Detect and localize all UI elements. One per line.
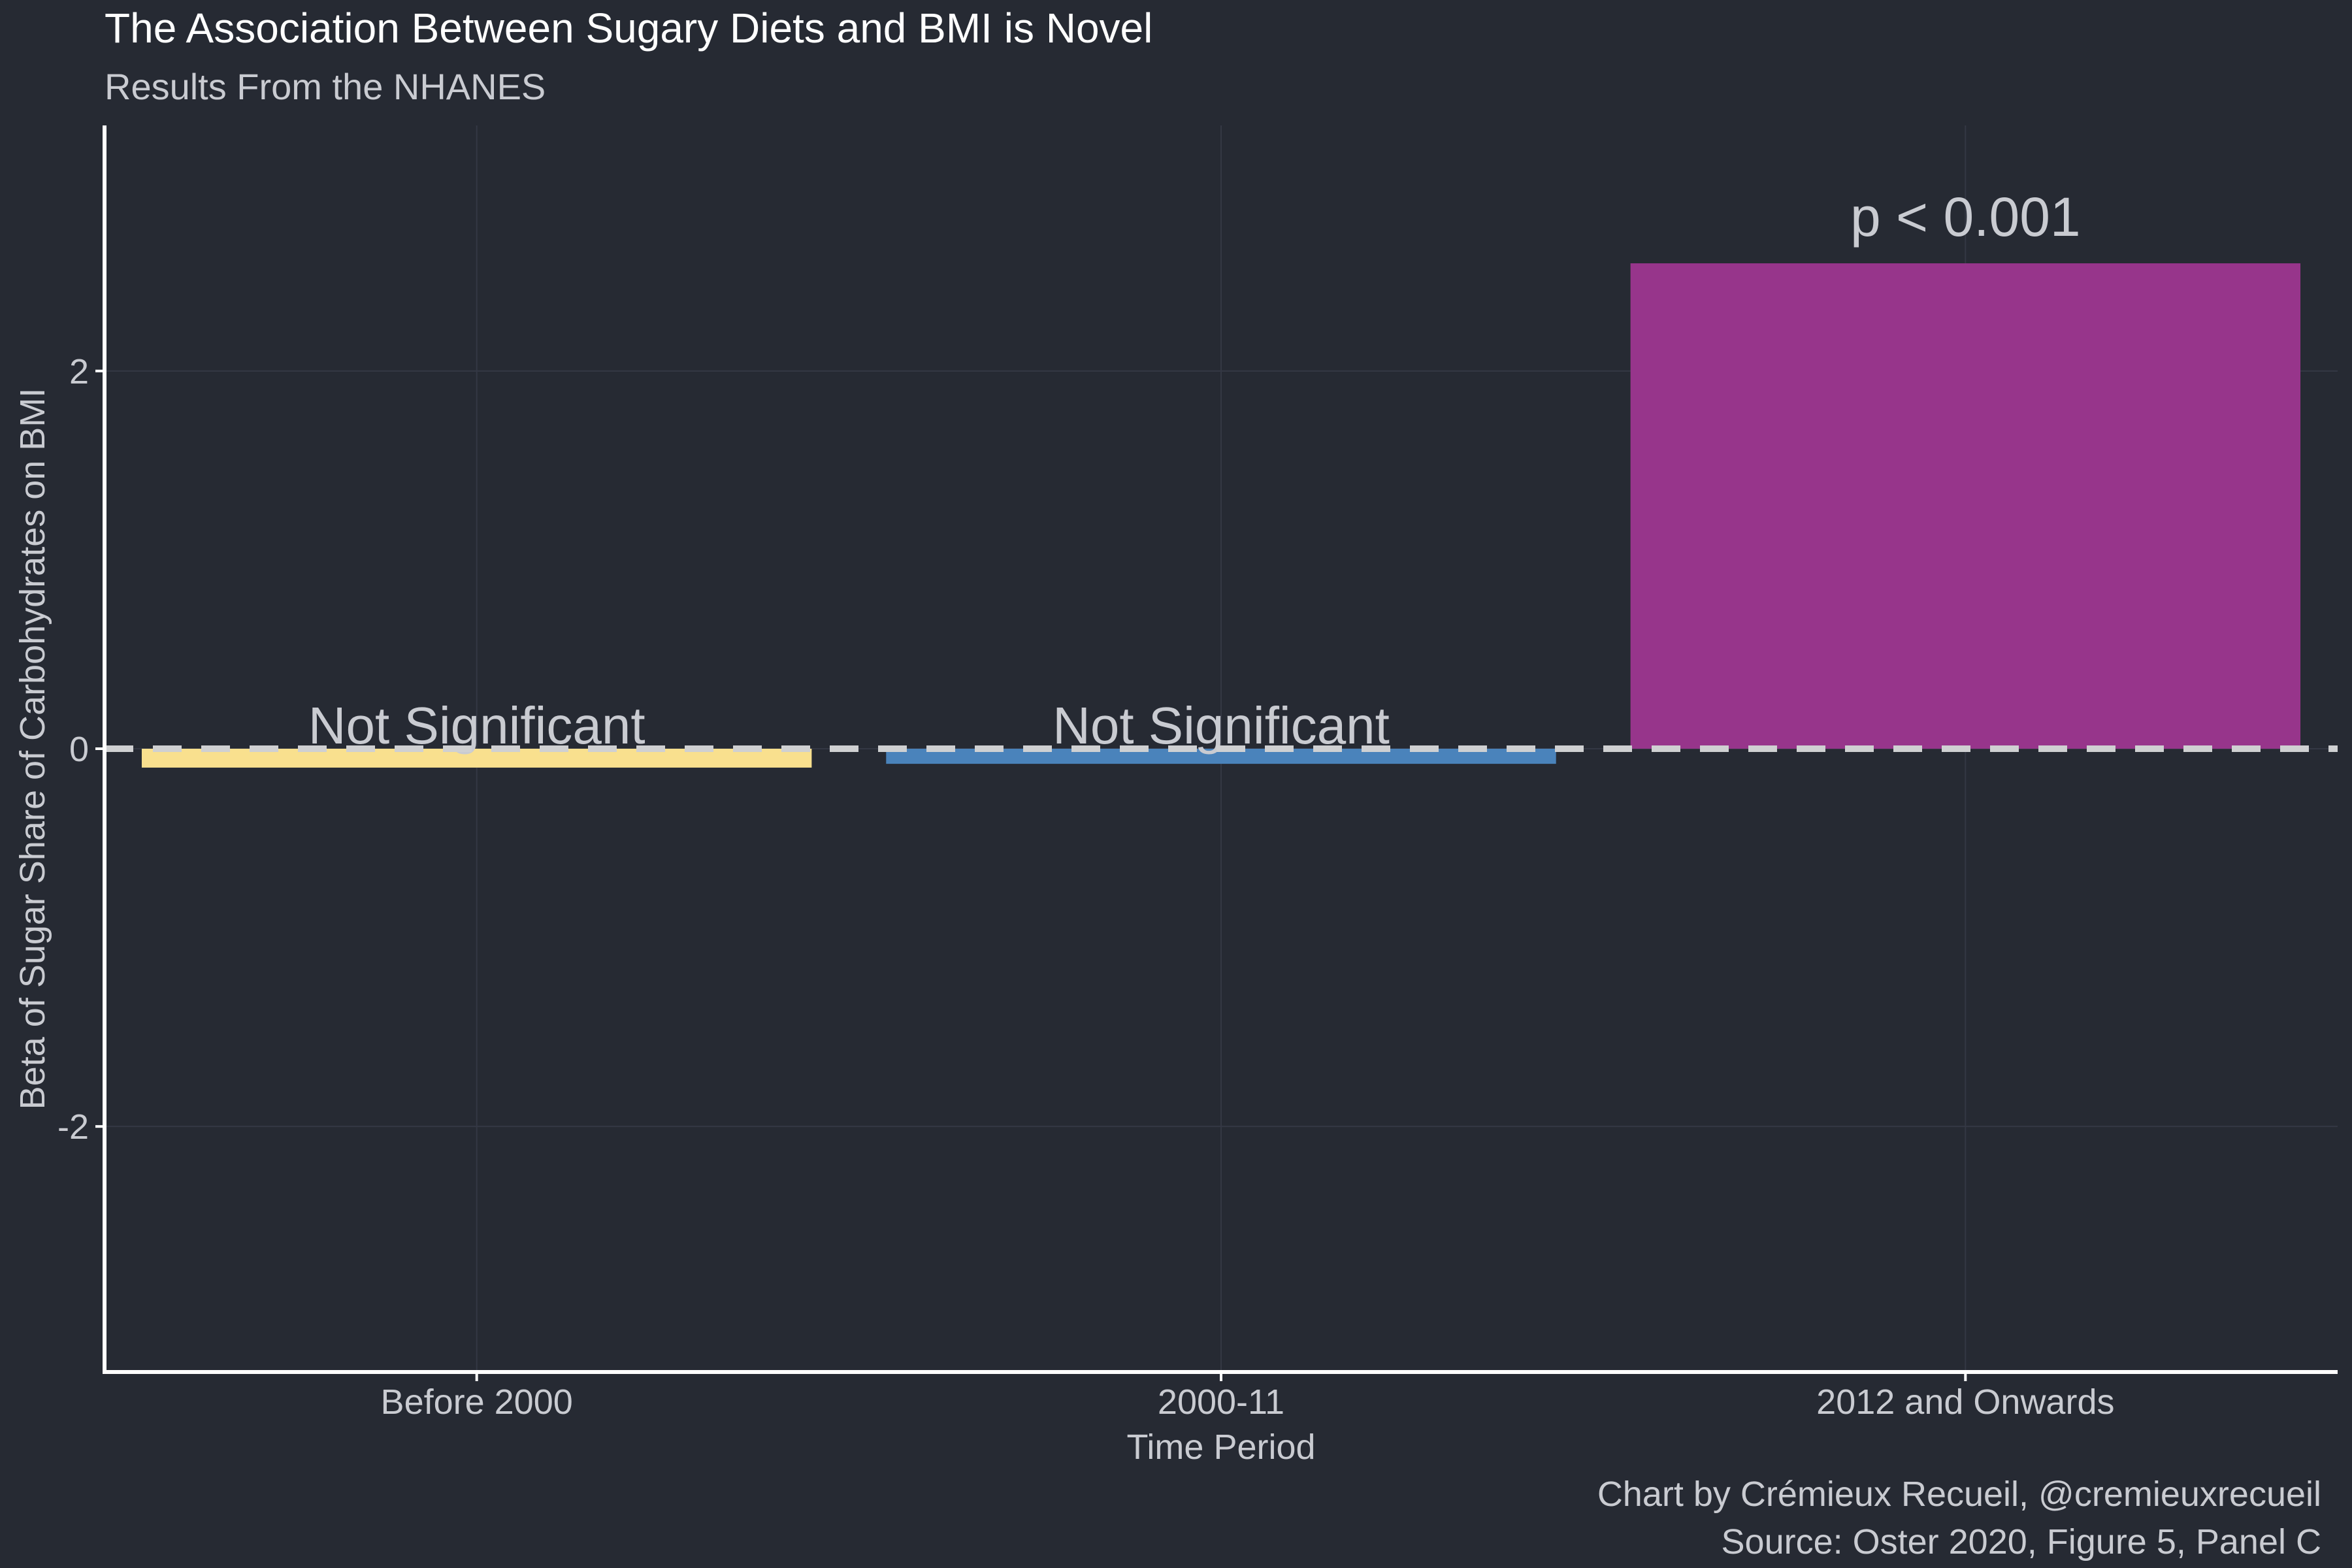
- y-axis-title: Beta of Sugar Share of Carbohydrates on …: [13, 388, 52, 1110]
- x-tick-label: 2012 and Onwards: [1816, 1382, 2114, 1422]
- x-tick-label: 2000-11: [1158, 1382, 1284, 1422]
- bar: [886, 749, 1556, 764]
- bar-label: p < 0.001: [1850, 186, 2081, 248]
- y-tick-label: 2: [69, 352, 89, 391]
- y-tick-label: -2: [57, 1107, 89, 1147]
- x-axis-ticks: Before 2000 2000-11 2012 and Onwards: [381, 1372, 2114, 1422]
- bar-label: Not Significant: [1053, 696, 1390, 755]
- bar: [1630, 263, 2301, 749]
- x-tick-label: Before 2000: [381, 1382, 573, 1422]
- caption-line: Source: Oster 2020, Figure 5, Panel C: [1722, 1522, 2321, 1561]
- chart-title: The Association Between Sugary Diets and…: [105, 5, 1152, 52]
- x-axis-title: Time Period: [1126, 1428, 1315, 1467]
- y-axis-ticks: -2 0 2: [57, 352, 105, 1147]
- caption-line: Chart by Crémieux Recueil, @cremieuxrecu…: [1597, 1475, 2321, 1514]
- y-tick-label: 0: [69, 730, 89, 769]
- chart-subtitle: Results From the NHANES: [105, 66, 546, 107]
- bar-labels: Not Significant Not Significant p < 0.001: [308, 186, 2081, 755]
- bar-label: Not Significant: [308, 696, 645, 755]
